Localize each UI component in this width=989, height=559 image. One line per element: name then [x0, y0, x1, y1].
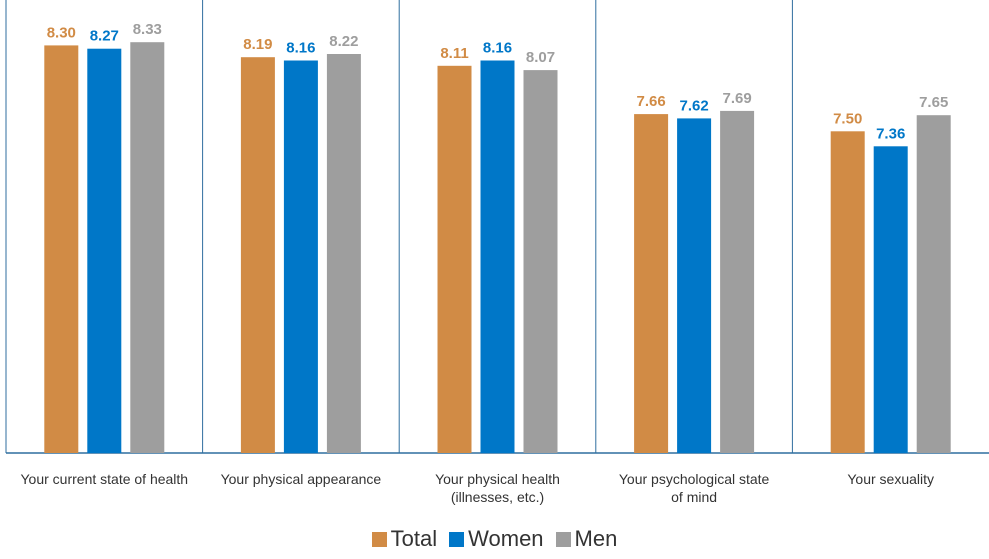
data-label-men-0: 8.33	[133, 21, 162, 38]
legend: Total Women Men	[0, 526, 989, 552]
data-label-total-1: 8.19	[243, 36, 272, 53]
legend-label-total: Total	[390, 526, 438, 551]
x-tick-label-1: Your physical appearance	[221, 471, 382, 487]
legend-item-women: Women	[449, 526, 544, 552]
data-label-women-4: 7.36	[876, 125, 905, 142]
data-label-women-2: 8.16	[483, 40, 512, 57]
data-label-men-2: 8.07	[526, 49, 555, 66]
x-tick-label-0: Your current state of health	[21, 471, 189, 487]
legend-swatch-total	[371, 531, 387, 547]
legend-label-women: Women	[468, 526, 544, 551]
legend-label-men: Men	[574, 526, 618, 551]
category-dividers	[5, 0, 793, 453]
bar-men-4	[916, 115, 951, 453]
legend-item-men: Men	[555, 526, 618, 552]
legend-item-total: Total	[371, 526, 438, 552]
bar-total-3	[634, 114, 669, 453]
legend-swatch-women	[449, 531, 465, 547]
bar-women-1	[283, 60, 318, 453]
bars	[44, 42, 951, 454]
data-label-total-0: 8.30	[47, 24, 76, 41]
data-label-men-4: 7.65	[919, 94, 948, 111]
bar-men-0	[130, 42, 165, 453]
x-tick-labels: Your current state of health Your physica…	[21, 471, 935, 505]
data-label-total-3: 7.66	[636, 93, 665, 110]
data-label-men-1: 8.22	[329, 33, 358, 50]
data-label-total-2: 8.11	[440, 45, 468, 62]
x-tick-label-3: Your psychological state of mind	[619, 471, 770, 505]
data-label-women-0: 8.27	[90, 28, 119, 45]
bar-men-1	[326, 54, 361, 453]
x-tick-label-2: Your physical health (illnesses, etc.)	[435, 471, 560, 505]
bar-total-0	[44, 45, 79, 454]
bar-total-2	[437, 65, 472, 454]
bar-women-0	[87, 48, 122, 453]
data-label-men-3: 7.69	[722, 90, 751, 107]
data-labels: 8.30 8.27 8.33 8.19 8.16 8.22 8.11 8.16 8.07 7.66…	[47, 21, 949, 142]
legend-swatch-men	[555, 531, 571, 547]
bar-women-3	[677, 118, 712, 454]
data-label-total-4: 7.50	[833, 110, 862, 127]
bar-total-4	[830, 131, 865, 454]
data-label-women-3: 7.62	[679, 97, 708, 114]
bar-women-2	[480, 60, 515, 453]
bar-total-1	[240, 57, 275, 453]
bar-men-3	[720, 110, 755, 454]
bar-men-2	[523, 70, 558, 453]
bar-women-4	[873, 146, 908, 454]
x-tick-label-4: Your sexuality	[847, 471, 934, 487]
data-label-women-1: 8.16	[286, 40, 315, 57]
